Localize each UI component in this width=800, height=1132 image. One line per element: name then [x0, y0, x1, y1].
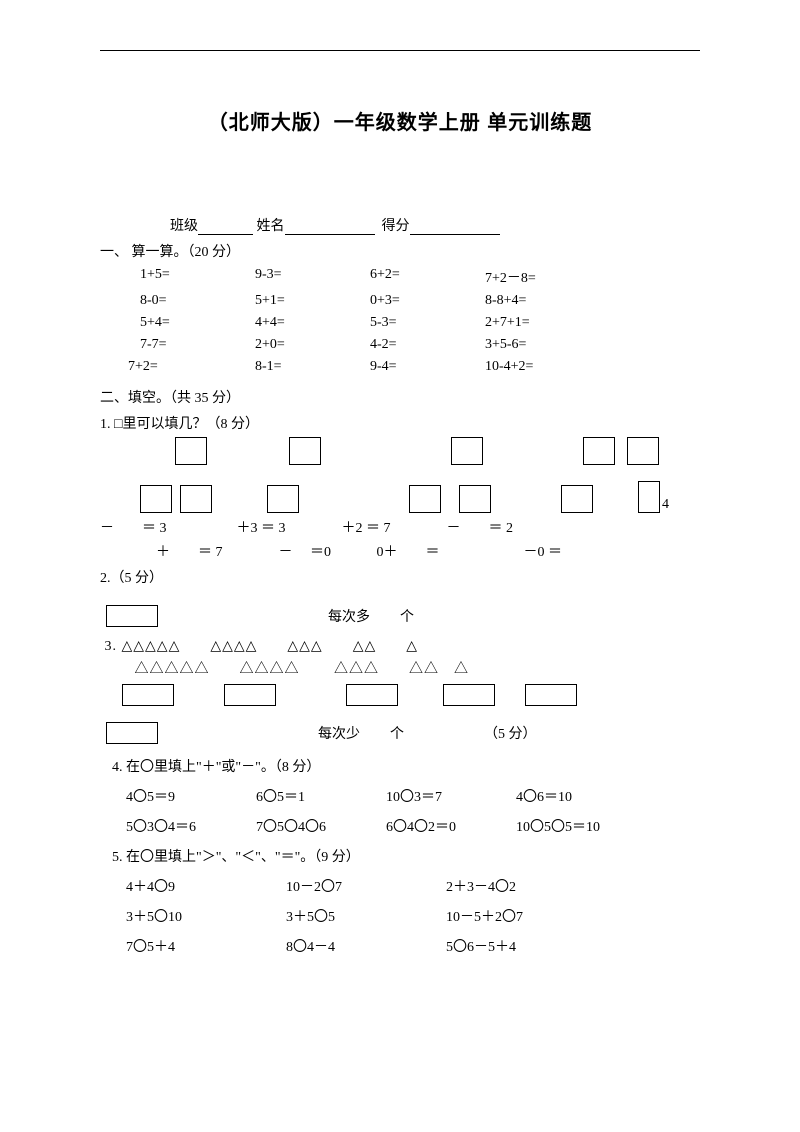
q5-cell: 10－2〇7: [286, 876, 446, 896]
answer-box[interactable]: [459, 485, 491, 513]
q4-cell: 6〇4〇2＝0: [386, 816, 516, 836]
q4-cell: 4〇6＝10: [516, 786, 646, 806]
q3-box-row: [100, 684, 700, 706]
calc-row: 5+4= 4+4= 5-3= 2+7+1=: [140, 315, 700, 331]
class-label: 班级: [170, 219, 198, 234]
answer-box[interactable]: [106, 722, 158, 744]
q2-text-b: 个: [400, 606, 414, 626]
calc-cell: 2+7+1=: [485, 315, 625, 331]
calc-cell: 6+2=: [370, 267, 485, 287]
answer-box[interactable]: [122, 684, 174, 706]
q4-cell: 10〇5〇5＝10: [516, 816, 676, 836]
calc-cell: 3+5-6=: [485, 337, 625, 353]
answer-box[interactable]: [346, 684, 398, 706]
q1-equation-line-2: ＋ ＝ 7 － ＝0 0＋ ＝ －0 ＝: [100, 541, 700, 561]
q5-heading: 5. 在〇里填上"＞"、"＜"、"＝"。（9 分）: [100, 846, 700, 866]
q3-triangles-row-2: △△△△△ △△△△ △△△ △△ △: [100, 658, 700, 678]
q3-text-b: 个: [390, 723, 404, 743]
answer-box[interactable]: [443, 684, 495, 706]
class-blank[interactable]: [198, 221, 253, 235]
page-title: （北师大版）一年级数学上册 单元训练题: [100, 106, 700, 135]
q5-row: 7〇5＋4 8〇4－4 5〇6－5＋4: [100, 936, 700, 956]
q5-row: 3＋5〇10 3＋5〇5 10－5＋2〇7: [100, 906, 700, 926]
q1-equation-line-1: － ＝ 3 ＋3 ＝ 3 ＋2 ＝ 7 － ＝ 2: [100, 517, 700, 537]
q3-points: （5 分）: [484, 723, 537, 743]
q1-heading: 1. □里可以填几？（8 分）: [100, 413, 700, 433]
calc-cell: 9-3=: [255, 267, 370, 287]
answer-box[interactable]: [140, 485, 172, 513]
calc-cell: 5+4=: [140, 315, 255, 331]
calc-cell: 9-4=: [370, 359, 485, 375]
answer-box[interactable]: [561, 485, 593, 513]
q3-text-a: 每次少: [318, 723, 360, 743]
q2-row: 每次多 个: [100, 605, 700, 627]
q4-cell: 6〇5＝1: [256, 786, 386, 806]
score-label: 得分: [382, 219, 410, 234]
calc-cell: 2+0=: [255, 337, 370, 353]
q4-cell: 5〇3〇4＝6: [126, 816, 256, 836]
calc-cell: 5+1=: [255, 293, 370, 309]
q2-heading: 2.（5 分）: [100, 567, 700, 587]
q2-text-a: 每次多: [328, 606, 370, 626]
q3-triangles-row-1: 3. △△△△△ △△△△ △△△ △△ △: [100, 635, 700, 655]
q5-cell: 3＋5〇5: [286, 906, 446, 926]
q4-cell: 7〇5〇4〇6: [256, 816, 386, 836]
calc-row: 7-7= 2+0= 4-2= 3+5-6=: [140, 337, 700, 353]
answer-box[interactable]: [175, 437, 207, 465]
calc-cell: 5-3=: [370, 315, 485, 331]
answer-box[interactable]: [627, 437, 659, 465]
calc-cell: 4-2=: [370, 337, 485, 353]
answer-box[interactable]: [106, 605, 158, 627]
q1-box-row-1: [100, 437, 700, 465]
q5-cell: 3＋5〇10: [126, 906, 286, 926]
calc-cell: 7+2－8=: [485, 267, 625, 287]
q1-box-row-2: 4: [100, 481, 700, 513]
calc-row: 1+5= 9-3= 6+2= 7+2－8=: [140, 267, 700, 287]
answer-box[interactable]: [289, 437, 321, 465]
answer-box[interactable]: [267, 485, 299, 513]
q3-summary-row: 每次少 个 （5 分）: [100, 722, 700, 744]
q5-cell: 5〇6－5＋4: [446, 936, 606, 956]
worksheet-page: （北师大版）一年级数学上册 单元训练题 班级 姓名 得分 一、 算一算。（20 …: [0, 0, 800, 1132]
section2-heading: 二、填空。（共 35 分）: [100, 387, 700, 407]
name-label: 姓名: [257, 219, 285, 234]
answer-box[interactable]: [180, 485, 212, 513]
calc-grid: 1+5= 9-3= 6+2= 7+2－8= 8-0= 5+1= 0+3= 8-8…: [100, 267, 700, 375]
calc-cell: 8-8+4=: [485, 293, 625, 309]
calc-row: 7+2= 8-1= 9-4= 10-4+2=: [128, 359, 700, 375]
calc-row: 8-0= 5+1= 0+3= 8-8+4=: [140, 293, 700, 309]
section1-heading: 一、 算一算。（20 分）: [100, 241, 700, 261]
answer-box[interactable]: [583, 437, 615, 465]
q5-cell: 7〇5＋4: [126, 936, 286, 956]
q4-cell: 10〇3＝7: [386, 786, 516, 806]
q5-cell: 2＋3－4〇2: [446, 876, 606, 896]
calc-cell: 7+2=: [128, 359, 255, 375]
calc-cell: 0+3=: [370, 293, 485, 309]
answer-box[interactable]: [638, 481, 660, 513]
calc-cell: 10-4+2=: [485, 359, 625, 375]
q5-cell: 8〇4－4: [286, 936, 446, 956]
answer-box[interactable]: [525, 684, 577, 706]
top-rule: [100, 50, 700, 51]
calc-cell: 7-7=: [140, 337, 255, 353]
calc-cell: 4+4=: [255, 315, 370, 331]
q4-heading: 4. 在〇里填上"＋"或"－"。（8 分）: [100, 756, 700, 776]
q5-row: 4＋4〇9 10－2〇7 2＋3－4〇2: [100, 876, 700, 896]
answer-box[interactable]: [409, 485, 441, 513]
answer-box[interactable]: [451, 437, 483, 465]
q5-cell: 10－5＋2〇7: [446, 906, 606, 926]
student-info-line: 班级 姓名 得分: [100, 215, 700, 235]
trailing-4: 4: [662, 497, 669, 513]
name-blank[interactable]: [285, 221, 375, 235]
answer-box[interactable]: [224, 684, 276, 706]
q5-cell: 4＋4〇9: [126, 876, 286, 896]
q4-row: 5〇3〇4＝6 7〇5〇4〇6 6〇4〇2＝0 10〇5〇5＝10: [100, 816, 700, 836]
calc-cell: 8-0=: [140, 293, 255, 309]
score-blank[interactable]: [410, 221, 500, 235]
q4-row: 4〇5＝9 6〇5＝1 10〇3＝7 4〇6＝10: [100, 786, 700, 806]
calc-cell: 8-1=: [255, 359, 370, 375]
q4-cell: 4〇5＝9: [126, 786, 256, 806]
calc-cell: 1+5=: [140, 267, 255, 287]
